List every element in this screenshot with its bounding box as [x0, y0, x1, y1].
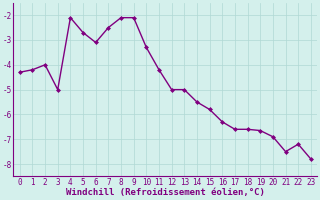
X-axis label: Windchill (Refroidissement éolien,°C): Windchill (Refroidissement éolien,°C) [66, 188, 265, 197]
